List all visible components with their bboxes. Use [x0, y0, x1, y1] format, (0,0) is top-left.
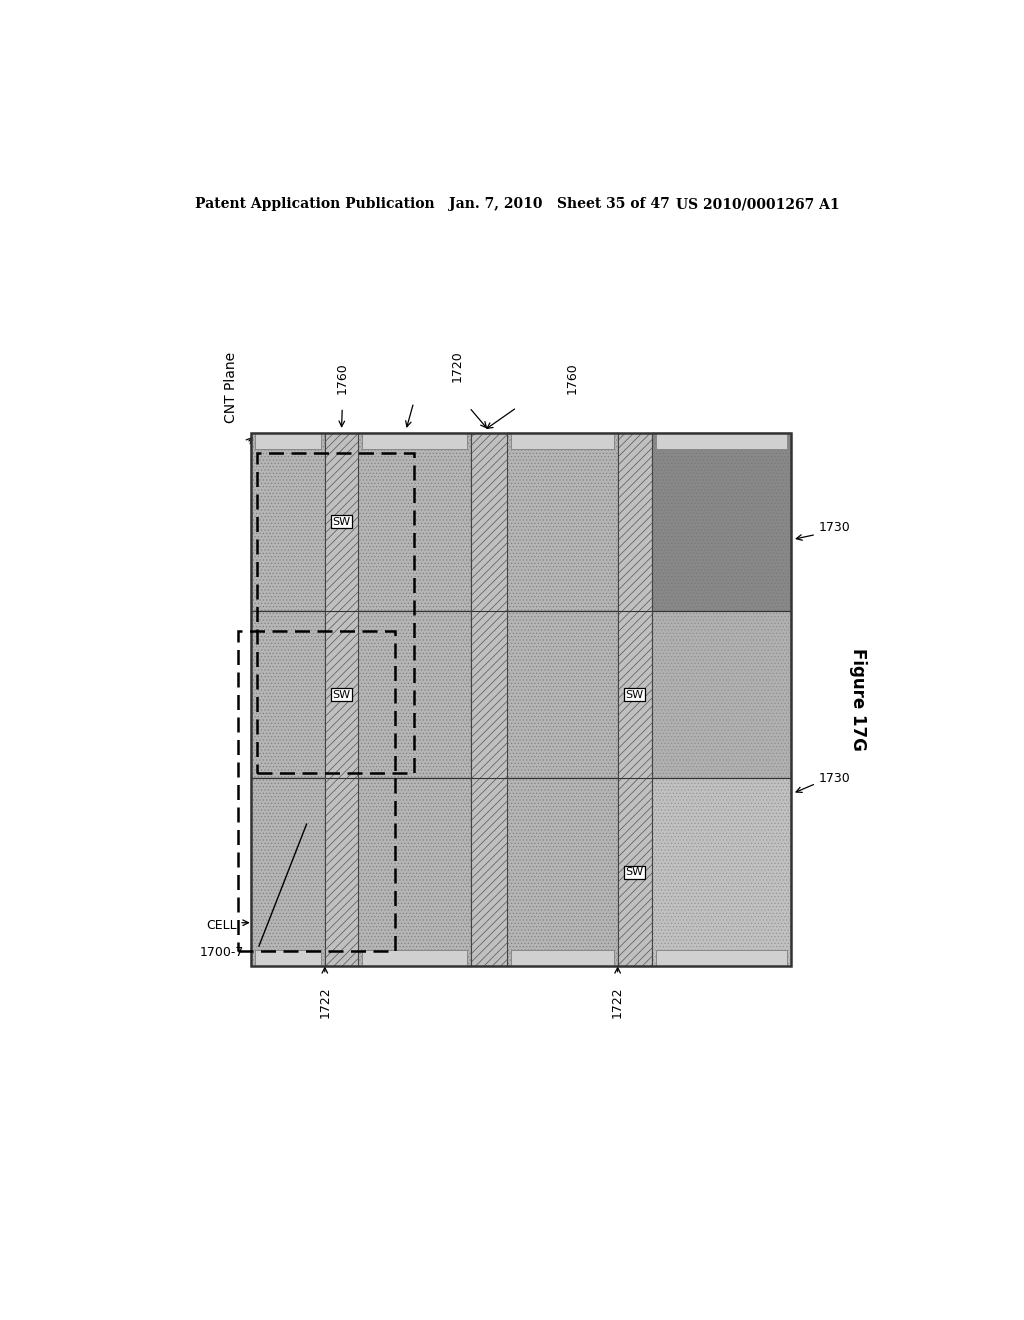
Bar — [507, 433, 617, 611]
Text: SW: SW — [333, 689, 350, 700]
Bar — [362, 950, 467, 966]
Bar — [255, 950, 321, 966]
Bar — [251, 611, 325, 779]
Text: 1760: 1760 — [336, 363, 349, 395]
Bar — [652, 779, 791, 966]
Bar — [358, 611, 471, 779]
Bar — [617, 433, 652, 966]
Bar — [251, 433, 791, 966]
Text: SW: SW — [626, 689, 644, 700]
Bar — [238, 631, 394, 952]
Bar — [358, 779, 471, 966]
Bar — [251, 779, 325, 966]
Bar — [507, 433, 617, 611]
Text: Figure 17G: Figure 17G — [849, 648, 867, 751]
Bar — [507, 779, 617, 966]
Bar — [251, 433, 325, 611]
Bar — [652, 433, 791, 611]
Text: SW: SW — [626, 867, 644, 878]
Bar — [358, 433, 471, 611]
Text: US 2010/0001267 A1: US 2010/0001267 A1 — [676, 197, 840, 211]
Bar — [362, 433, 467, 449]
Bar — [507, 611, 617, 779]
Bar — [655, 433, 786, 449]
Text: 1722: 1722 — [611, 987, 625, 1019]
Bar — [511, 950, 613, 966]
Bar — [652, 611, 791, 779]
Bar — [255, 433, 321, 449]
Text: CELL: CELL — [206, 919, 237, 932]
Bar — [652, 779, 791, 966]
Text: 1720: 1720 — [451, 350, 464, 381]
Bar — [652, 779, 791, 966]
Text: Sheet 35 of 47: Sheet 35 of 47 — [557, 197, 670, 211]
Text: Patent Application Publication: Patent Application Publication — [196, 197, 435, 211]
Bar — [652, 433, 791, 611]
Bar — [251, 433, 325, 611]
Text: Jan. 7, 2010: Jan. 7, 2010 — [450, 197, 543, 211]
Text: CNT Plane: CNT Plane — [224, 351, 239, 422]
Bar — [251, 611, 325, 779]
Bar — [251, 779, 325, 966]
Bar — [652, 779, 791, 966]
Text: 1730: 1730 — [818, 521, 850, 533]
Bar — [507, 611, 617, 779]
Text: 1760: 1760 — [566, 363, 579, 395]
Bar — [652, 433, 791, 611]
Bar — [471, 433, 507, 966]
Text: SW: SW — [333, 516, 350, 527]
Text: 1722: 1722 — [318, 987, 332, 1019]
Text: 1700-7: 1700-7 — [200, 946, 244, 960]
Bar — [507, 779, 617, 966]
Bar — [257, 453, 415, 774]
Bar — [325, 433, 358, 966]
Bar — [358, 779, 471, 966]
Bar — [652, 611, 791, 779]
Bar — [652, 611, 791, 779]
Bar — [511, 433, 613, 449]
Bar — [655, 950, 786, 966]
Bar — [652, 433, 791, 611]
Text: 1730: 1730 — [818, 772, 850, 785]
Bar — [358, 433, 471, 611]
Bar — [652, 611, 791, 779]
Bar — [358, 611, 471, 779]
